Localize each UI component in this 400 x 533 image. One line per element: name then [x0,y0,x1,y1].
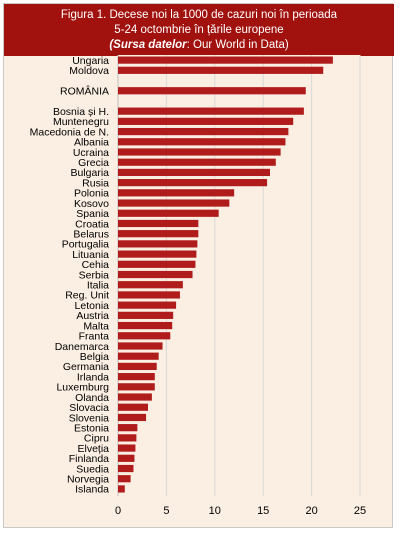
category-label: Malta [83,320,109,332]
category-label: Cehia [82,259,110,271]
category-label: Letonia [75,300,110,312]
category-label: Elveția [77,443,109,455]
bar [118,403,149,411]
category-label: Austria [76,310,109,322]
category-label: Suedia [76,463,109,475]
category-label: Grecia [78,157,109,169]
bar [118,434,137,442]
bar [118,148,281,156]
category-label: Serbia [79,269,110,281]
category-label: Finlanda [69,453,109,465]
bar [118,107,304,115]
bar [118,209,219,217]
x-tick-label: 25 [354,505,366,517]
bar [118,260,196,268]
chart-title-line-1: Figura 1. Decese noi la 1000 de cazuri n… [60,9,338,21]
bar [118,373,155,381]
category-label: Islanda [75,484,109,496]
category-label: Norvegia [67,474,109,486]
bar [118,158,276,166]
category-label: Olanda [75,392,109,404]
category-label: Slovacia [69,402,109,414]
bar [118,485,125,493]
category-label: Bulgaria [70,167,109,179]
bar [118,464,134,473]
bar [118,179,268,187]
category-label: Belarus [73,228,109,240]
category-label: Reg. Unit [65,290,109,302]
bar [118,127,289,136]
category-label: Franta [79,331,110,343]
bar [118,301,177,309]
bar [118,199,230,207]
bar [118,189,235,197]
category-label: Bosnia și H. [53,106,109,118]
bar [118,424,138,432]
category-label: Polonia [74,188,109,200]
x-tick-label: 15 [257,505,269,517]
bar [118,281,183,289]
category-label: Germania [63,361,109,373]
bar [118,321,173,330]
bar [118,56,333,64]
bar [118,87,306,95]
bar [118,362,157,371]
category-label: Cipru [84,433,109,445]
category-label: Lituania [72,249,109,261]
bar [118,383,155,391]
x-tick-label: 0 [115,505,121,517]
category-label: Italia [87,280,109,292]
category-label: Croatia [75,218,109,230]
bar [118,66,324,74]
bar [118,342,163,350]
bar [118,352,159,360]
bar [118,270,193,279]
bar [118,230,199,238]
bar [118,250,197,258]
bar [118,138,286,146]
chart-title-line-2: 5-24 octombrie în țările europene [114,24,284,36]
category-label: Muntenegru [53,116,109,128]
category-label: Portugalia [62,239,109,251]
bar [118,291,180,299]
category-label: Ungaria [72,55,109,67]
category-label: Danemarca [55,341,109,353]
category-label: Kosovo [74,198,109,210]
bar [118,311,174,319]
bar [118,168,270,177]
category-label: Irlanda [77,371,109,383]
bar [118,444,136,452]
category-label: Albania [74,137,109,149]
category-label: Moldova [69,65,109,77]
x-tick-label: 20 [305,505,317,517]
chart-source: (Sursa datelor: Our World in Data) [4,38,394,53]
category-label: Belgia [80,351,109,363]
category-label: Rusia [82,177,109,189]
source-text: : Our World in Data) [186,39,289,51]
source-label: (Sursa datelor [109,39,187,51]
chart-header: Figura 1. Decese noi la 1000 de cazuri n… [4,4,394,56]
bar [118,219,199,228]
category-label: Slovenia [69,412,109,424]
bar [118,454,135,462]
category-label: Luxemburg [56,382,109,394]
category-label: Macedonia de N. [30,126,109,138]
x-tick-labels: 0 5 10 15 20 25 [115,505,366,517]
category-label: Ucraina [73,147,109,159]
category-label: Estonia [74,422,109,434]
x-tick-label: 10 [209,505,221,517]
bar [118,393,152,401]
bars [118,56,333,493]
category-label: ROMÂNIA [60,85,109,98]
bar [118,413,147,422]
bar [118,332,171,340]
bar [118,475,131,483]
category-label: Spania [76,208,109,220]
bar [118,240,198,248]
x-tick-label: 5 [163,505,169,517]
bar [118,117,294,125]
